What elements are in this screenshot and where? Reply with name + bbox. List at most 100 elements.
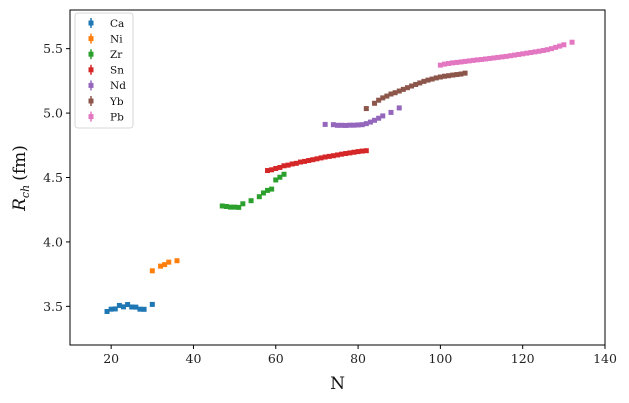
data-point xyxy=(104,309,110,314)
x-axis-ticks: 20 40 60 80 100 120 140 xyxy=(103,345,617,366)
data-point xyxy=(174,258,180,264)
data-point xyxy=(458,71,464,77)
data-point xyxy=(404,85,410,91)
data-point xyxy=(141,306,147,312)
x-tick-label: 20 xyxy=(103,351,119,366)
data-point xyxy=(520,51,526,57)
series-nd xyxy=(322,105,402,128)
data-point xyxy=(363,106,369,112)
data-point xyxy=(359,122,365,128)
data-point xyxy=(129,304,135,310)
series-sn xyxy=(265,148,369,174)
data-point xyxy=(409,83,415,89)
data-point xyxy=(149,301,155,307)
y-axis-ticks: 3.5 4.0 4.5 5.0 5.5 xyxy=(43,41,70,314)
data-point xyxy=(437,74,443,80)
data-point xyxy=(483,56,489,62)
data-point xyxy=(265,187,271,193)
legend-label: Zr xyxy=(110,49,123,61)
data-point xyxy=(260,190,266,196)
data-point xyxy=(335,152,340,158)
data-point xyxy=(532,49,538,55)
data-point xyxy=(503,53,509,59)
plot-frame xyxy=(69,9,606,346)
data-point xyxy=(569,39,575,45)
x-axis-title: N xyxy=(330,374,345,394)
data-point xyxy=(491,55,497,61)
legend-label: Nd xyxy=(110,80,126,92)
data-point xyxy=(462,58,468,64)
data-point xyxy=(561,42,567,48)
legend-marker xyxy=(88,67,94,73)
data-point xyxy=(326,153,332,159)
legend-item-yb: Yb xyxy=(88,96,124,108)
x-tick-label: 140 xyxy=(593,351,617,366)
data-point xyxy=(219,203,225,209)
data-point xyxy=(507,53,513,59)
y-axis-title: Rch (fm) xyxy=(10,145,32,212)
data-point xyxy=(269,186,275,192)
data-point xyxy=(433,75,439,81)
data-point xyxy=(458,59,464,65)
data-point xyxy=(425,77,431,83)
data-point xyxy=(462,70,468,76)
data-point xyxy=(355,122,361,128)
data-point xyxy=(380,113,386,119)
data-point xyxy=(265,168,271,174)
data-point xyxy=(392,90,398,96)
data-point xyxy=(306,157,312,163)
y-tick-label: 5.5 xyxy=(43,41,63,56)
data-point xyxy=(376,115,382,121)
legend-item-pb: Pb xyxy=(88,111,124,123)
data-point xyxy=(343,122,349,128)
data-point xyxy=(372,117,378,123)
data-point xyxy=(388,91,394,97)
x-tick-label: 60 xyxy=(268,351,284,366)
legend-marker xyxy=(88,36,94,42)
data-point xyxy=(376,97,382,103)
data-point xyxy=(446,73,452,79)
data-point xyxy=(466,58,472,64)
data-point xyxy=(108,306,114,312)
data-point xyxy=(125,302,131,308)
data-point xyxy=(470,57,476,63)
x-tick-label: 80 xyxy=(350,351,366,366)
data-point xyxy=(351,149,357,155)
data-point xyxy=(380,95,386,101)
data-point xyxy=(479,56,485,62)
data-point xyxy=(335,122,340,128)
data-point xyxy=(223,203,229,209)
data-point xyxy=(372,100,378,106)
legend-marker xyxy=(88,82,94,88)
legend-item-zr: Zr xyxy=(88,49,123,61)
data-point xyxy=(511,52,517,58)
data-point xyxy=(347,150,353,156)
data-point xyxy=(339,122,345,128)
data-point xyxy=(442,61,447,67)
y-tick-label: 5.0 xyxy=(43,106,63,121)
data-point xyxy=(158,263,164,269)
data-point xyxy=(273,165,279,171)
legend-marker xyxy=(88,114,94,120)
data-point xyxy=(322,154,328,160)
data-point xyxy=(343,151,349,157)
legend-marker xyxy=(88,20,94,26)
data-point xyxy=(536,48,542,54)
data-point xyxy=(474,57,480,63)
y-tick-label: 4.0 xyxy=(43,234,63,249)
x-tick-label: 100 xyxy=(428,351,452,366)
series-pb xyxy=(437,39,575,68)
data-point xyxy=(421,78,427,84)
data-point xyxy=(544,47,550,53)
data-point xyxy=(318,155,324,161)
legend-marker xyxy=(88,98,94,104)
x-tick-label: 120 xyxy=(511,351,535,366)
data-point xyxy=(347,122,353,128)
data-point xyxy=(314,156,320,162)
data-point xyxy=(228,204,233,210)
data-point xyxy=(116,302,122,308)
data-point xyxy=(121,304,126,310)
data-point xyxy=(293,160,299,166)
series-ca xyxy=(104,301,155,314)
